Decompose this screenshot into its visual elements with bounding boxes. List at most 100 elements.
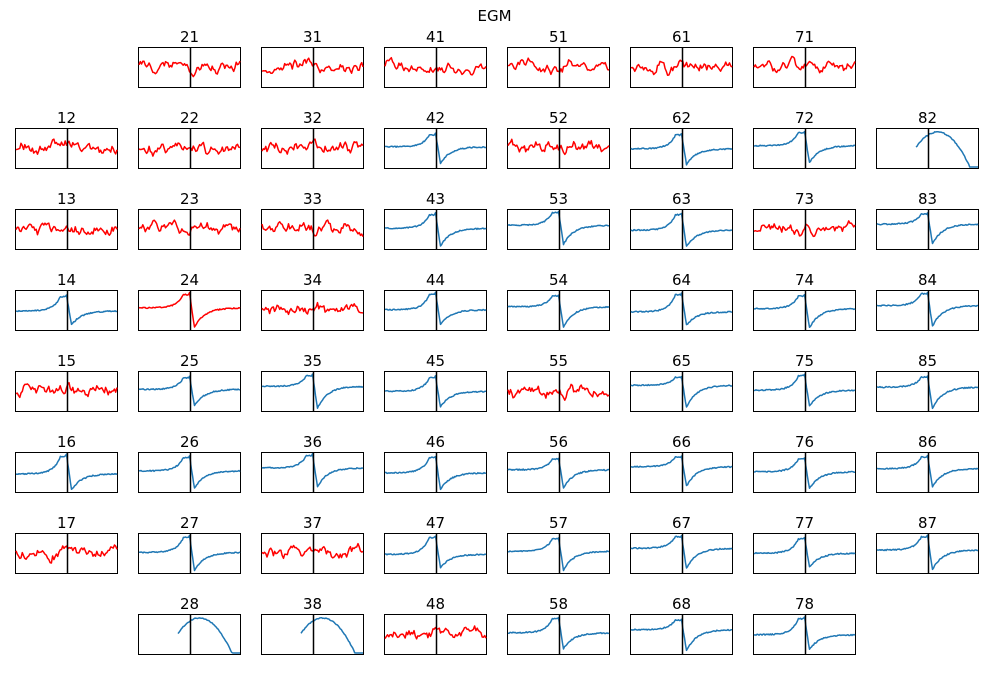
panel-title: 27: [179, 514, 200, 532]
panel-title: 76: [794, 433, 815, 451]
panel-36: 36: [261, 433, 364, 493]
panel-title: 52: [548, 109, 569, 127]
egm-trace: [753, 616, 856, 650]
axes-frame: [384, 128, 487, 169]
panel-title: 72: [794, 109, 815, 127]
panel-axes: [753, 290, 856, 331]
panel-axes: [261, 614, 364, 655]
panel-title: 87: [917, 514, 938, 532]
panel-axes: [630, 533, 733, 574]
panel-title: 31: [302, 28, 323, 46]
panel-axes: [753, 209, 856, 250]
panel-85: 85: [876, 352, 979, 412]
panel-title: 77: [794, 514, 815, 532]
panel-23: 23: [138, 190, 241, 250]
panel-73: 73: [753, 190, 856, 250]
panel-35: 35: [261, 352, 364, 412]
panel-axes: [384, 452, 487, 493]
egm-trace: [876, 534, 979, 571]
egm-trace: [630, 133, 733, 166]
panel-axes: [507, 371, 610, 412]
egm-trace: [753, 55, 856, 74]
panel-title: 58: [548, 595, 569, 613]
panel-title: 15: [56, 352, 77, 370]
panel-title: 71: [794, 28, 815, 46]
egm-trace: [15, 138, 118, 155]
panel-title: 13: [56, 190, 77, 208]
panel-72: 72: [753, 109, 856, 169]
egm-trace: [754, 293, 856, 329]
panel-axes: [138, 614, 241, 655]
panel-axes: [384, 371, 487, 412]
egm-trace: [138, 141, 241, 157]
egm-trace: [138, 291, 241, 328]
axes-frame: [261, 290, 364, 331]
panel-53: 53: [507, 190, 610, 250]
panel-title: 47: [425, 514, 446, 532]
egm-trace: [261, 301, 364, 316]
panel-axes: [261, 452, 364, 493]
egm-trace: [261, 219, 364, 237]
egm-trace: [630, 375, 733, 408]
panel-68: 68: [630, 595, 733, 655]
axes-frame: [507, 47, 610, 88]
panel-axes: [15, 290, 118, 331]
panel-axes: [15, 452, 118, 493]
panel-axes: [384, 614, 487, 655]
panel-38: 38: [261, 595, 364, 655]
panel-axes: [138, 209, 241, 250]
panel-axes: [630, 47, 733, 88]
panel-15: 15: [15, 352, 118, 412]
egm-trace: [15, 222, 118, 236]
panel-axes: [138, 533, 241, 574]
panel-axes: [507, 452, 610, 493]
axes-frame: [138, 209, 241, 250]
panel-title: 28: [179, 595, 200, 613]
panel-title: 54: [548, 271, 569, 289]
panel-axes: [507, 533, 610, 574]
panel-title: 82: [917, 109, 938, 127]
panel-58: 58: [507, 595, 610, 655]
panel-65: 65: [630, 352, 733, 412]
panel-44: 44: [384, 271, 487, 331]
panel-21: 21: [138, 28, 241, 88]
panel-31: 31: [261, 28, 364, 88]
egm-trace: [15, 544, 118, 564]
panel-title: 33: [302, 190, 323, 208]
panel-axes: [261, 209, 364, 250]
panel-76: 76: [753, 433, 856, 493]
panel-title: 35: [302, 352, 323, 370]
panel-title: 26: [179, 433, 200, 451]
panel-title: 53: [548, 190, 569, 208]
panel-27: 27: [138, 514, 241, 574]
panel-57: 57: [507, 514, 610, 574]
panel-41: 41: [384, 28, 487, 88]
axes-frame: [261, 614, 364, 655]
panel-title: 46: [425, 433, 446, 451]
panel-axes: [138, 290, 241, 331]
panel-axes: [753, 533, 856, 574]
egm-trace: [507, 138, 610, 156]
panel-axes: [630, 209, 733, 250]
panel-title: 12: [56, 109, 77, 127]
panel-axes: [876, 209, 979, 250]
panel-axes: [261, 371, 364, 412]
panel-title: 57: [548, 514, 569, 532]
panel-title: 25: [179, 352, 200, 370]
panel-84: 84: [876, 271, 979, 331]
panel-axes: [753, 452, 856, 493]
panel-34: 34: [261, 271, 364, 331]
panel-61: 61: [630, 28, 733, 88]
panel-title: 23: [179, 190, 200, 208]
panel-17: 17: [15, 514, 118, 574]
panel-16: 16: [15, 433, 118, 493]
panel-axes: [384, 533, 487, 574]
panel-title: 86: [917, 433, 938, 451]
egm-trace: [261, 373, 364, 409]
egm-trace: [385, 291, 487, 326]
panel-title: 38: [302, 595, 323, 613]
egm-trace: [138, 60, 241, 78]
panel-title: 44: [425, 271, 446, 289]
panel-title: 48: [425, 595, 446, 613]
